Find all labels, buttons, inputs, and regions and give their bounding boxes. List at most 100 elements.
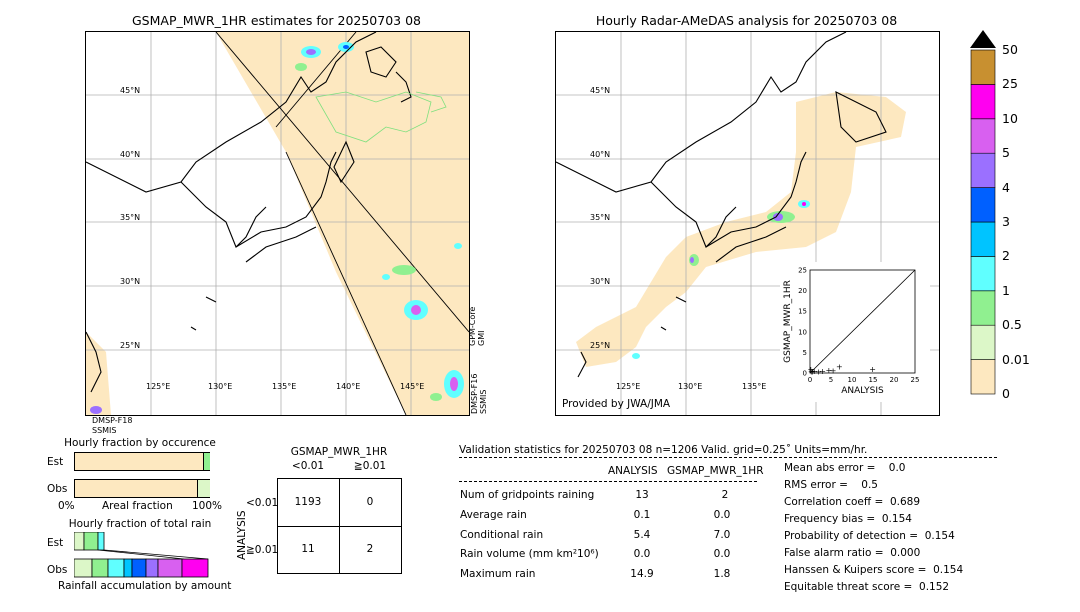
score-0: Mean abs error = 0.0 xyxy=(784,462,906,474)
right-map-title: Hourly Radar-AMeDAS analysis for 2025070… xyxy=(595,13,898,28)
contingency-row-1: <0.01 xyxy=(246,497,279,509)
total-est-seg-1 xyxy=(74,532,85,551)
left-lat-25: 25°N xyxy=(120,341,140,350)
right-lat-25: 25°N xyxy=(590,341,610,350)
scatter-point-5: + xyxy=(826,366,833,375)
total-obs-seg-4 xyxy=(123,558,133,578)
scatter-point-0: + xyxy=(808,368,815,377)
scatter-point-6: + xyxy=(830,366,837,375)
occurence-obs-label: Obs xyxy=(47,483,68,495)
left-lon-135: 135°E xyxy=(272,382,296,391)
scatter-xtick-0: 0 xyxy=(808,376,812,384)
total-obs-seg-1 xyxy=(74,558,93,578)
left-map: 125°E 130°E 135°E 140°E 145°E 45°N 40°N … xyxy=(85,31,470,416)
contingency-cell-10: 11 xyxy=(301,543,315,555)
colorbar-level-0: 0 xyxy=(1002,386,1010,401)
scatter-ylabel: GSMAP_MWR_1HR xyxy=(783,280,793,363)
scatter-ytick-4: 20 xyxy=(798,287,807,295)
colorbar-level-8: 10 xyxy=(1002,110,1018,126)
scatter-point-3: + xyxy=(815,368,822,377)
total-obs-seg-8 xyxy=(181,558,209,578)
score-6: Hanssen & Kuipers score = 0.154 xyxy=(784,564,964,576)
occurence-xmax: 100% xyxy=(192,500,223,512)
scatter-xlabel: ANALYSIS xyxy=(841,386,884,396)
contingency-hline xyxy=(278,526,401,527)
scatter-xtick-5: 25 xyxy=(911,376,920,384)
score-3: Frequency bias = 0.154 xyxy=(784,513,912,525)
coastline-right xyxy=(556,32,887,378)
colorbar-level-9: 25 xyxy=(1002,76,1018,92)
colorbar-segment-1 xyxy=(970,324,996,360)
colorbar-level-6: 4 xyxy=(1002,179,1010,195)
contingency-title: GSMAP_MWR_1HR xyxy=(290,446,388,458)
validation-row-gsmap-4: 1.8 xyxy=(713,568,731,580)
light-rain-contours xyxy=(315,91,447,143)
scatter-point-8: + xyxy=(869,365,876,374)
total-bars xyxy=(74,532,209,578)
validation-header: Validation statistics for 20250703 08 n=… xyxy=(459,444,868,456)
scatter-xtick-2: 10 xyxy=(848,376,857,384)
occurence-est-bar xyxy=(74,452,210,471)
validation-row-gsmap-0: 2 xyxy=(721,489,729,501)
occurence-title: Hourly fraction by occurence xyxy=(64,437,216,449)
total-link-line-2 xyxy=(97,549,185,560)
total-est-seg-2 xyxy=(83,532,99,551)
validation-row-label-1: Average rain xyxy=(460,509,527,521)
left-lon-145: 145°E xyxy=(400,382,424,391)
validation-row-analysis-1: 0.1 xyxy=(633,509,651,521)
colorbar-segment-5 xyxy=(970,187,996,223)
scatter-ytick-2: 10 xyxy=(798,328,807,336)
left-lat-35: 35°N xyxy=(120,213,140,222)
scatter-xtick-4: 20 xyxy=(890,376,899,384)
right-lon-135: 135°E xyxy=(742,382,766,391)
right-lat-30: 30°N xyxy=(590,277,610,286)
scatter-point-1: + xyxy=(809,367,816,376)
swath-label-dmsp18: DMSP-F18 SSMIS xyxy=(92,416,133,435)
colorbar-level-3: 1 xyxy=(1002,282,1010,298)
scatter-ytick-0: 0 xyxy=(803,370,807,378)
scatter-point-4: + xyxy=(819,367,826,376)
colorbar-segment-9 xyxy=(970,49,996,85)
occurence-obs-bar xyxy=(74,479,210,498)
total-est-label: Est xyxy=(47,537,64,549)
validation-row-analysis-0: 13 xyxy=(635,489,649,501)
right-lon-125: 125°E xyxy=(616,382,640,391)
right-lat-45: 45°N xyxy=(590,86,610,95)
scatter-point-9: + xyxy=(807,365,814,374)
left-lat-30: 30°N xyxy=(120,277,140,286)
occurence-xlabel: Areal fraction xyxy=(102,500,173,512)
scatter-ytick-1: 5 xyxy=(803,349,807,357)
total-xlabel: Rainfall accumulation by amount xyxy=(58,580,232,592)
colorbar-segment-6 xyxy=(970,152,996,188)
total-title: Hourly fraction of total rain xyxy=(68,518,212,530)
left-map-svg: 125°E 130°E 135°E 140°E 145°E 45°N 40°N … xyxy=(86,32,469,415)
scatter-xtick-3: 15 xyxy=(869,376,878,384)
colorbar-svg xyxy=(970,30,996,395)
validation-col-line xyxy=(459,481,757,482)
left-lon-125: 125°E xyxy=(146,382,170,391)
validation-row-analysis-2: 5.4 xyxy=(633,529,651,541)
contingency-col-2: ≧0.01 xyxy=(353,460,387,472)
scatter-ytick-5: 25 xyxy=(798,267,807,275)
scatter-diagonal xyxy=(809,269,916,374)
total-obs-seg-5 xyxy=(131,558,147,578)
validation-row-analysis-3: 0.0 xyxy=(633,548,651,560)
right-lat-40: 40°N xyxy=(590,150,610,159)
colorbar-arrow xyxy=(970,30,996,48)
coastline xyxy=(86,32,412,393)
occurence-est-green xyxy=(203,453,210,470)
scatter-xtick-1: 5 xyxy=(829,376,833,384)
contingency-cell-00: 1193 xyxy=(294,496,322,508)
rain-blobs-right xyxy=(632,200,810,359)
swath-label-dmsp16: DMSP-F16 SSMIS xyxy=(470,373,488,414)
scatter-inset: 0 0 5 5 10 10 15 15 20 20 25 25 + + + + + + + + + + ANALYSIS GS… xyxy=(780,262,930,402)
validation-row-gsmap-1: 0.0 xyxy=(713,509,731,521)
validation-row-gsmap-3: 0.0 xyxy=(713,548,731,560)
occurence-est-label: Est xyxy=(47,456,64,468)
contingency-col-1: <0.01 xyxy=(291,460,325,472)
score-1: RMS error = 0.5 xyxy=(784,479,878,491)
validation-dash-line xyxy=(459,457,997,458)
colorbar xyxy=(970,30,996,414)
validation-col-gsmap: GSMAP_MWR_1HR xyxy=(667,465,764,477)
